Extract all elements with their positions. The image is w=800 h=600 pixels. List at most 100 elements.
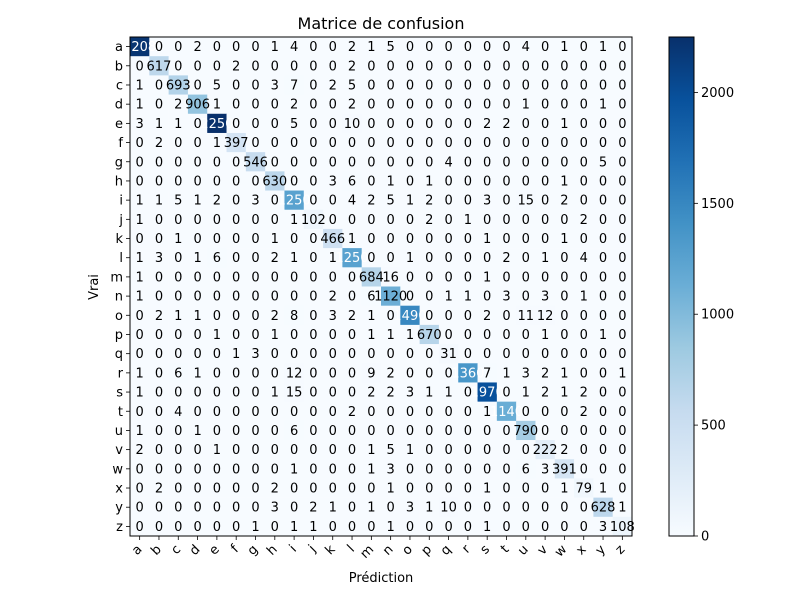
- heatmap-cell: [361, 75, 382, 95]
- cell-value-label: 0: [464, 174, 472, 189]
- cell-value-label: 0: [406, 155, 414, 170]
- heatmap-cell: [284, 497, 305, 518]
- heatmap-cell: [207, 286, 227, 306]
- cell-value-label: 4: [290, 40, 298, 55]
- x-tick-label: z: [613, 542, 629, 558]
- heatmap-cell: [554, 286, 575, 306]
- cell-value-label: 0: [174, 59, 182, 74]
- cell-value-label: 0: [522, 290, 530, 305]
- heatmap-cell: [149, 516, 169, 537]
- cell-value-label: 0: [502, 424, 510, 439]
- x-tick-label: j: [305, 542, 319, 556]
- cell-value-label: 0: [232, 213, 240, 228]
- cell-value-label: 0: [406, 117, 414, 132]
- cell-value-label: 0: [502, 194, 510, 209]
- heatmap-cell: [168, 37, 189, 57]
- heatmap-cell: [612, 248, 633, 268]
- cell-value-label: 0: [618, 443, 626, 458]
- heatmap-cell: [342, 94, 362, 115]
- cell-value-label: 0: [155, 213, 163, 228]
- heatmap-cell: [496, 56, 517, 76]
- cell-value-label: 1: [502, 366, 510, 381]
- cell-value-label: 0: [193, 270, 201, 285]
- heatmap-cell: [284, 478, 305, 498]
- cell-value-label: 0: [174, 174, 182, 189]
- heatmap-cell: [535, 382, 556, 402]
- cell-value-label: 0: [464, 520, 472, 535]
- heatmap-cell: [593, 228, 613, 249]
- cell-value-label: 0: [309, 251, 317, 266]
- cell-value-label: 466: [320, 232, 345, 247]
- cell-value-label: 0: [483, 290, 491, 305]
- cell-value-label: 0: [464, 347, 472, 362]
- heatmap-cell: [496, 267, 517, 287]
- cell-value-label: 1: [464, 290, 472, 305]
- heatmap-cell: [554, 440, 575, 460]
- cell-value-label: 0: [309, 270, 317, 285]
- cell-value-label: 1: [425, 174, 433, 189]
- heatmap-cell: [419, 497, 440, 518]
- cell-value-label: 3: [541, 462, 549, 477]
- cell-value-label: 2: [580, 405, 588, 420]
- heatmap-cell: [303, 324, 324, 345]
- cell-value-label: 0: [309, 59, 317, 74]
- cell-value-label: 0: [329, 520, 337, 535]
- heatmap-cell: [458, 286, 478, 306]
- cell-value-label: 0: [290, 482, 298, 497]
- heatmap-cell: [574, 267, 594, 287]
- heatmap-cell: [323, 382, 343, 402]
- heatmap-cell: [419, 324, 440, 345]
- heatmap-cell: [361, 478, 382, 498]
- heatmap-cell: [400, 420, 420, 441]
- heatmap-cell: [265, 478, 285, 498]
- cell-value-label: 1: [599, 328, 607, 343]
- cell-value-label: 1: [174, 232, 182, 247]
- cell-value-label: 0: [580, 174, 588, 189]
- cell-value-label: 0: [580, 443, 588, 458]
- cell-value-label: 1: [193, 309, 201, 324]
- heatmap-cell: [168, 401, 189, 422]
- cell-value-label: 0: [155, 232, 163, 247]
- cell-value-label: 0: [155, 40, 163, 55]
- heatmap-cell: [535, 420, 556, 441]
- cell-value-label: 0: [309, 347, 317, 362]
- cell-value-label: 0: [271, 290, 279, 305]
- cell-value-label: 0: [406, 59, 414, 74]
- heatmap-cell: [303, 132, 324, 153]
- cell-value-label: 0: [271, 443, 279, 458]
- cell-value-label: 0: [348, 424, 356, 439]
- heatmap-cell: [554, 209, 575, 230]
- cell-value-label: 0: [618, 117, 626, 132]
- cell-value-label: 1: [387, 482, 395, 497]
- heatmap-cell: [438, 440, 459, 460]
- heatmap-cell: [284, 324, 305, 345]
- x-tick-label: m: [358, 542, 378, 562]
- cell-value-label: 1: [155, 194, 163, 209]
- heatmap-cell: [477, 363, 498, 383]
- cell-value-label: 0: [309, 117, 317, 132]
- heatmap-cell: [381, 113, 401, 134]
- heatmap-cell: [303, 516, 324, 537]
- cell-value-label: 0: [387, 232, 395, 247]
- heatmap-cell: [168, 440, 189, 460]
- heatmap-cell: [265, 363, 285, 383]
- heatmap-cell: [168, 209, 189, 230]
- heatmap-cell: [207, 190, 227, 211]
- cell-value-label: 0: [502, 347, 510, 362]
- heatmap-cell: [516, 324, 536, 345]
- heatmap-cell: [496, 459, 517, 479]
- cell-value-label: 1: [213, 443, 221, 458]
- heatmap-cell: [265, 190, 285, 211]
- y-tick-label: y: [115, 501, 123, 516]
- heatmap-cell: [361, 132, 382, 153]
- heatmap-cell: [187, 190, 208, 211]
- x-tick-label: v: [535, 542, 551, 558]
- cell-value-label: 0: [541, 117, 549, 132]
- cell-value-label: 3: [502, 290, 510, 305]
- cell-value-label: 1: [271, 386, 279, 401]
- x-tick-label: y: [593, 542, 609, 558]
- heatmap-cell: [284, 459, 305, 479]
- cell-value-label: 0: [580, 155, 588, 170]
- cell-value-label: 0: [560, 136, 568, 151]
- heatmap-cell: [458, 152, 478, 172]
